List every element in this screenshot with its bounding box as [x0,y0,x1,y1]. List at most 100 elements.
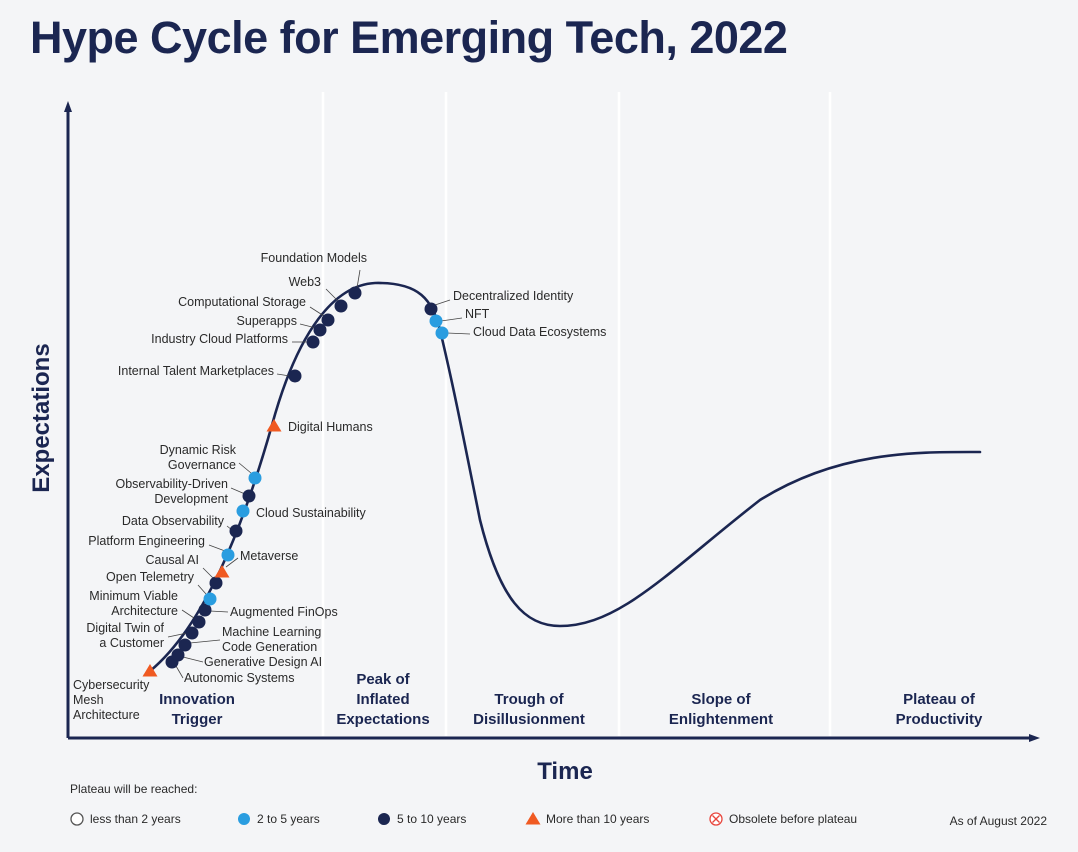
point-dynamic-risk-governance [248,471,262,485]
y-axis-arrow [64,101,72,112]
phase-separators [321,92,832,736]
label-cloud-data-ecosystems: Cloud Data Ecosystems [473,325,606,339]
phase-label-trough-of-disillusionment: Trough of Disillusionment [473,691,585,728]
technology-labels: Cybersecurity Mesh Architecture Autonomic S… [73,251,606,722]
leader-machine-learning-code-generation [189,639,221,644]
legend: Plateau will be reached: less than 2 year… [70,782,1047,828]
point-computational-storage [321,313,335,327]
legend-title: Plateau will be reached: [70,782,197,796]
legend-label-less-than-2-years: less than 2 years [90,812,181,826]
leader-dynamic-risk-governance [238,462,252,474]
leader-digital-twin-of-a-customer [167,632,188,638]
y-axis-title: Expectations [28,343,55,492]
label-observability-driven-development: Observability-Driven Development [115,477,228,506]
label-dynamic-risk-governance: Dynamic Risk Governance [160,443,237,472]
phase-label-slope-of-enlightenment: Slope of Enlightenment [669,691,773,728]
label-computational-storage: Computational Storage [178,295,306,309]
point-cloud-sustainability [236,504,250,518]
label-machine-learning-code-generation: Machine Learning Code Generation [222,625,321,654]
x-axis-arrow [1029,734,1040,742]
point-decentralized-identity [424,302,438,316]
leader-computational-storage [309,306,325,317]
phase-labels: Innovation Trigger Peak of Inflated Expectat… [159,671,983,728]
legend-marker-2-to-5-years [238,813,250,825]
legend-label-2-to-5-years: 2 to 5 years [257,812,320,826]
leader-nft [440,317,463,322]
legend-marker-5-to-10-years [378,813,390,825]
label-superapps: Superapps [237,314,297,328]
leader-augmented-finops [209,610,229,613]
leader-generative-design-ai [182,656,204,663]
label-decentralized-identity: Decentralized Identity [453,289,574,303]
point-machine-learning-code-generation [178,638,192,652]
leader-web3 [325,288,339,302]
point-causal-ai [209,576,223,590]
label-augmented-finops: Augmented FinOps [230,605,338,619]
x-axis-title: Time [537,758,593,785]
point-generative-design-ai [171,648,185,662]
label-digital-twin-of-a-customer: Digital Twin of a Customer [86,621,164,650]
point-foundation-models [348,286,362,300]
label-industry-cloud-platforms: Industry Cloud Platforms [151,332,288,346]
leader-metaverse [225,557,239,568]
legend-marker-obsolete-before-plateau [709,812,723,826]
point-minimum-viable-architecture [192,615,206,629]
label-autonomic-systems: Autonomic Systems [184,671,294,685]
label-internal-talent-marketplaces: Internal Talent Marketplaces [118,364,274,378]
leader-cloud-data-ecosystems [446,332,471,335]
leader-causal-ai [202,567,214,579]
label-data-observability: Data Observability [122,514,225,528]
label-minimum-viable-architecture: Minimum Viable Architecture [89,589,178,618]
point-open-telemetry [203,592,217,606]
legend-label-5-to-10-years: 5 to 10 years [397,812,466,826]
label-nft: NFT [465,307,490,321]
point-internal-talent-marketplaces [288,369,302,383]
phase-label-plateau-of-productivity: Plateau of Productivity [896,691,983,728]
legend-item-2-to-5-years: 2 to 5 years [238,812,320,826]
leader-minimum-viable-architecture [181,609,195,619]
label-digital-humans: Digital Humans [288,420,373,434]
point-cloud-data-ecosystems [435,326,449,340]
point-web3 [334,299,348,313]
legend-item-obsolete-before-plateau: Obsolete before plateau [709,812,857,826]
label-cloud-sustainability: Cloud Sustainability [256,506,367,520]
legend-label-obsolete-before-plateau: Obsolete before plateau [729,812,857,826]
leader-open-telemetry [197,584,207,595]
point-augmented-finops [198,603,212,617]
point-data-observability [229,524,243,538]
leader-internal-talent-marketplaces [276,373,291,377]
point-digital-twin-of-a-customer [185,626,199,640]
point-platform-engineering [221,548,235,562]
point-cybersecurity-mesh-architecture [142,664,158,677]
leader-superapps [299,323,317,329]
label-causal-ai: Causal AI [145,553,199,567]
point-digital-humans [266,419,282,432]
label-cybersecurity-mesh-architecture: Cybersecurity Mesh Architecture [73,678,150,722]
leader-platform-engineering [208,544,226,552]
label-foundation-models: Foundation Models [261,251,367,265]
leader-observability-driven-development [230,487,246,495]
point-metaverse [214,565,230,578]
point-superapps [313,323,327,337]
leader-lines [167,269,471,679]
label-web3: Web3 [289,275,321,289]
leader-autonomic-systems [175,665,184,679]
point-observability-driven-development [242,489,256,503]
leader-foundation-models [356,269,361,289]
technology-points [142,286,449,677]
label-generative-design-ai: Generative Design AI [204,655,322,669]
as-of-date: As of August 2022 [950,814,1048,828]
leader-decentralized-identity [434,299,451,306]
legend-item-less-than-2-years: less than 2 years [70,812,181,826]
phase-label-innovation-trigger: Innovation Trigger [159,691,235,728]
legend-marker-more-than-10-years [525,812,541,825]
legend-item-more-than-10-years: More than 10 years [525,812,649,826]
legend-label-more-than-10-years: More than 10 years [546,812,649,826]
label-platform-engineering: Platform Engineering [88,534,205,548]
legend-item-5-to-10-years: 5 to 10 years [378,812,466,826]
chart-title: Hype Cycle for Emerging Tech, 2022 [30,12,788,63]
label-open-telemetry: Open Telemetry [106,570,195,584]
axes [64,101,1040,742]
point-nft [429,314,443,328]
